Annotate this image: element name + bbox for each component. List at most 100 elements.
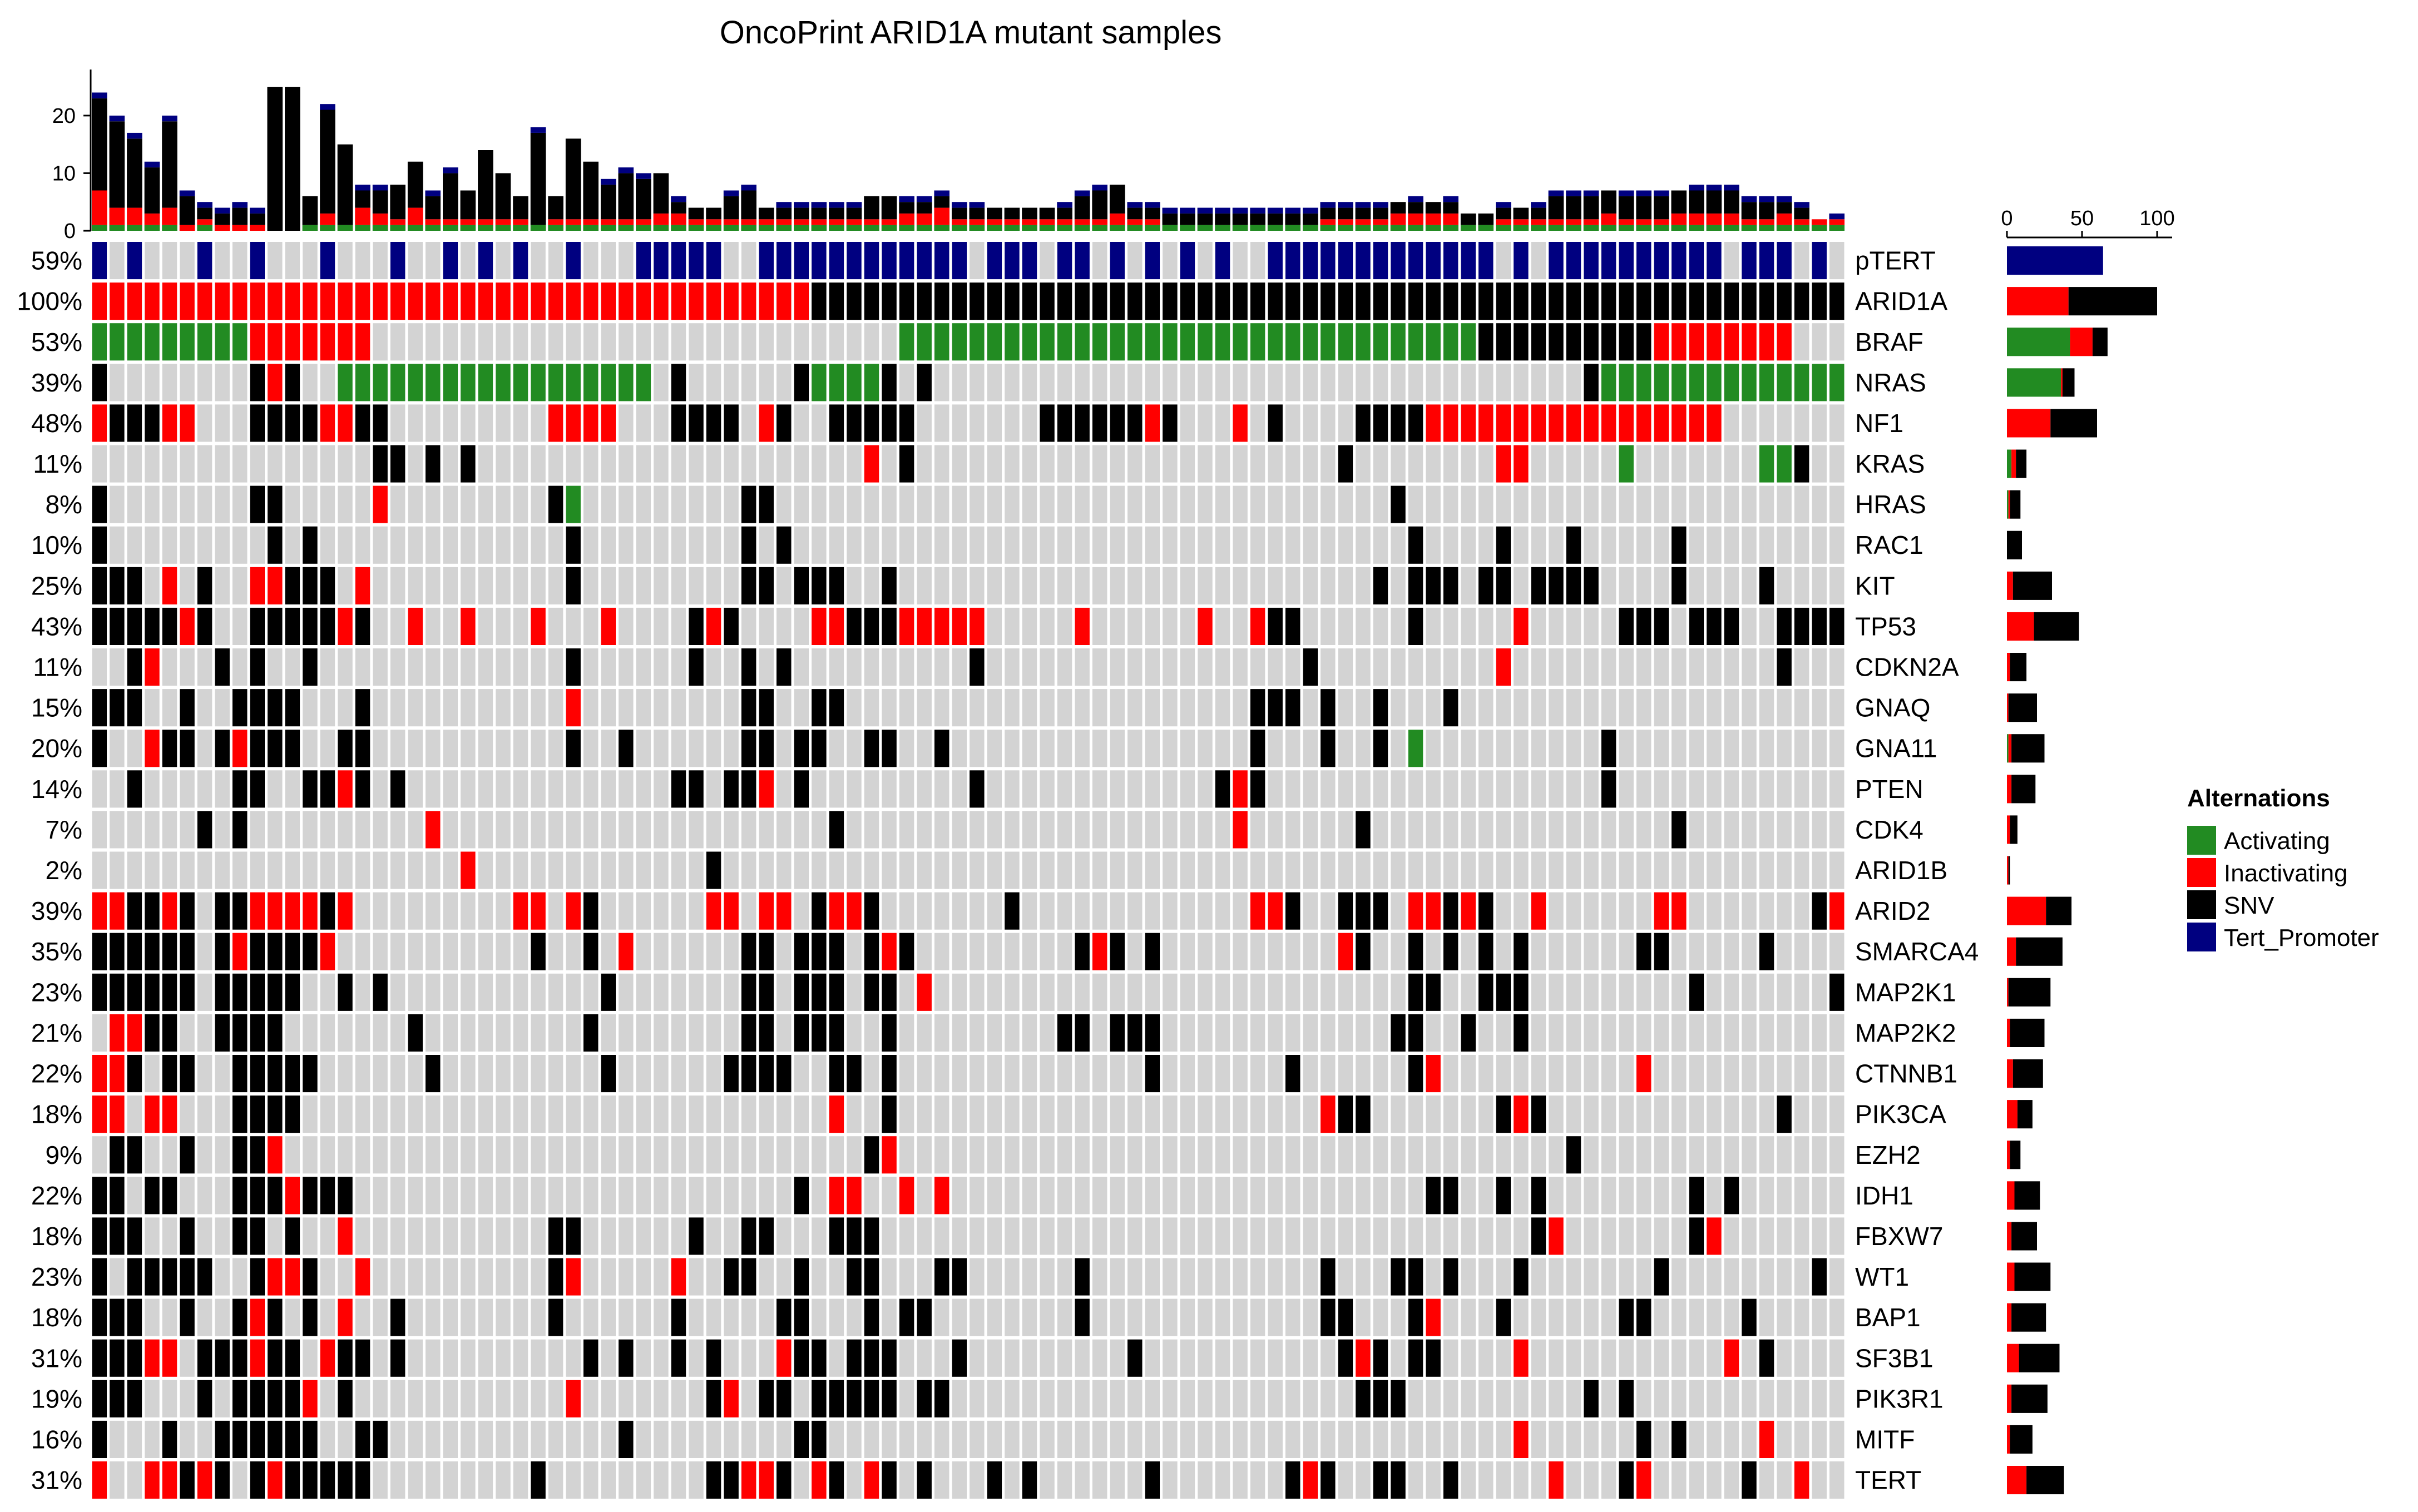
cell-hras-none [1127, 485, 1143, 523]
cell-pik3r1-none [180, 1380, 195, 1417]
cell-smarca4-snv [180, 933, 195, 970]
cell-hras-none [1601, 485, 1616, 523]
legend-swatch-tert-promoter [2187, 923, 2216, 951]
cell-pik3r1-none [1777, 1380, 1792, 1417]
cell-tert-snv [829, 1461, 844, 1499]
top-bar-segment-snv [1513, 207, 1529, 220]
cell-smarca4-snv [285, 933, 300, 970]
cell-braf-none [724, 323, 739, 361]
cell-hras-none [1672, 485, 1687, 523]
cell-wt1-none [583, 1258, 599, 1296]
cell-sf3b1-snv [706, 1339, 721, 1377]
cell-cdk4-none [1654, 811, 1669, 849]
cell-map2k1-none [1145, 973, 1160, 1011]
right-bar-segment-snv [2011, 1222, 2037, 1251]
cell-cdk4-none [1391, 811, 1406, 849]
cell-hras-none [1408, 485, 1423, 523]
cell-bap1-snv [1338, 1298, 1353, 1336]
top-bar-segment-activating [495, 225, 511, 231]
cell-ctnnb1-none [408, 1055, 423, 1093]
top-bar-segment-snv [636, 179, 651, 220]
cell-tp53-inactivating [812, 607, 827, 645]
cell-wt1-none [373, 1258, 388, 1296]
cell-cdk4-snv [1672, 811, 1687, 849]
cell-pik3r1-none [671, 1380, 686, 1417]
top-bar-segment-inactivating [1689, 213, 1704, 225]
cell-arid1a-snv [1180, 282, 1195, 320]
cell-pik3r1-none [654, 1380, 669, 1417]
cell-wt1-none [1672, 1258, 1687, 1296]
top-bar-segment-snv [688, 207, 704, 220]
cell-wt1-inactivating [268, 1258, 283, 1296]
top-bar-segment-inactivating [776, 219, 792, 225]
gene-label-sf3b1: SF3B1 [1855, 1344, 1934, 1372]
right-bar-segment-inactivating [2007, 978, 2009, 1007]
cell-pten-none [1198, 770, 1213, 808]
cell-wt1-none [759, 1258, 774, 1296]
cell-tp53-none [1215, 607, 1230, 645]
cell-ctnnb1-none [373, 1055, 388, 1093]
cell-gna11-none [461, 730, 476, 767]
cell-ptert-none [215, 242, 230, 280]
cell-tert-inactivating [1794, 1461, 1809, 1499]
cell-mitf-snv [373, 1420, 388, 1458]
cell-pik3r1-none [1075, 1380, 1090, 1417]
top-bar-segment-tert-promoter [1724, 185, 1739, 191]
cell-cdk4-none [601, 811, 616, 849]
cell-arid2-none [619, 892, 634, 930]
cell-ctnnb1-none [1584, 1055, 1599, 1093]
cell-gnaq-none [1689, 689, 1704, 727]
cell-arid1b-none [1531, 851, 1546, 889]
cell-nf1-snv [706, 404, 721, 442]
top-bar-segment-snv [794, 207, 809, 220]
cell-arid1b-none [671, 851, 686, 889]
cell-pik3r1-none [1601, 1380, 1616, 1417]
cell-bap1-none [1654, 1298, 1669, 1336]
cell-pik3ca-none [1566, 1095, 1581, 1133]
cell-cdkn2a-none [1654, 648, 1669, 686]
cell-cdkn2a-none [1338, 648, 1353, 686]
cell-map2k1-none [1601, 973, 1616, 1011]
top-bar-segment-snv [530, 132, 546, 225]
cell-nf1-inactivating [92, 404, 107, 442]
cell-idh1-none [1215, 1177, 1230, 1214]
cell-sf3b1-none [1636, 1339, 1651, 1377]
cell-kras-none [180, 445, 195, 483]
top-bar-segment-snv [355, 190, 370, 208]
cell-arid1a-snv [934, 282, 950, 320]
cell-arid2-inactivating [1654, 892, 1669, 930]
cell-kit-none [1092, 567, 1107, 604]
cell-nras-none [1356, 364, 1371, 401]
legend-label: Inactivating [2224, 860, 2348, 887]
cell-tp53-snv [882, 607, 897, 645]
cell-ctnnb1-none [1075, 1055, 1090, 1093]
cell-gnaq-none [1566, 689, 1581, 727]
cell-braf-activating [1461, 323, 1476, 361]
cell-ptert-tert-promoter [654, 242, 669, 280]
cell-tert-snv [320, 1461, 335, 1499]
cell-pten-none [1654, 770, 1669, 808]
cell-map2k2-snv [232, 1014, 248, 1052]
cell-arid1a-snv [899, 282, 914, 320]
cell-pik3r1-none [1127, 1380, 1143, 1417]
cell-pten-snv [390, 770, 406, 808]
cell-bap1-none [1672, 1298, 1687, 1336]
cell-pten-none [197, 770, 212, 808]
oncoprint-grid [92, 242, 1845, 1499]
cell-map2k1-snv [373, 973, 388, 1011]
cell-map2k2-none [1180, 1014, 1195, 1052]
cell-nras-activating [425, 364, 441, 401]
cell-cdk4-snv [1356, 811, 1371, 849]
cell-gna11-none [1356, 730, 1371, 767]
cell-arid1a-snv [1689, 282, 1704, 320]
cell-idh1-none [1145, 1177, 1160, 1214]
cell-tert-none [636, 1461, 651, 1499]
cell-arid1a-snv [1145, 282, 1160, 320]
cell-arid1a-snv [829, 282, 844, 320]
top-bar-segment-activating [1127, 225, 1143, 231]
cell-pten-none [1356, 770, 1371, 808]
cell-ctnnb1-snv [127, 1055, 142, 1093]
top-bar-segment-inactivating [1355, 219, 1371, 225]
cell-kras-none [127, 445, 142, 483]
cell-gna11-none [1496, 730, 1511, 767]
